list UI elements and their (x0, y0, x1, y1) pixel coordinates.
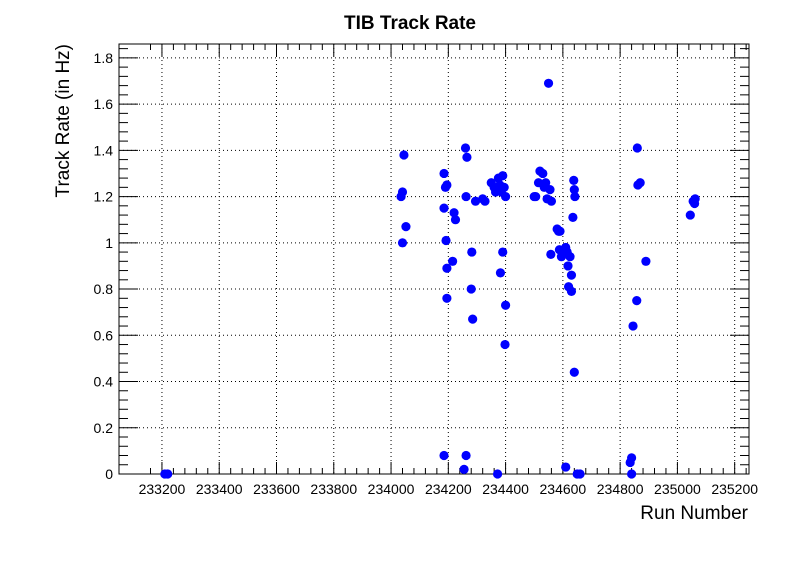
data-point (466, 284, 476, 294)
data-point (543, 78, 554, 88)
data-point (538, 168, 548, 179)
x-tick-label: 234400 (482, 481, 529, 497)
y-tick-label: 1.2 (94, 189, 114, 205)
x-tick-label: 234800 (597, 481, 644, 497)
x-tick-label: 233600 (253, 481, 300, 497)
data-point (442, 293, 452, 303)
y-tick-label: 0 (105, 466, 113, 482)
data-point (401, 222, 411, 232)
y-tick-label: 1 (105, 235, 113, 251)
data-point (569, 367, 579, 377)
y-axis-title: Track Rate (in Hz) (53, 44, 74, 197)
y-tick-labels: 0 0.2 0.4 0.6 0.8 1 1.2 1.4 1.6 1.8 (94, 50, 114, 482)
data-point (628, 321, 638, 331)
y-tick-label: 1.8 (94, 50, 114, 66)
y-tick-label: 0.2 (94, 420, 114, 436)
data-point (566, 286, 577, 296)
y-tick-label: 1.4 (94, 142, 114, 158)
data-point (439, 203, 449, 213)
data-point (500, 300, 511, 310)
data-point (470, 196, 481, 206)
data-point (632, 296, 642, 306)
x-tick-label: 233400 (196, 481, 243, 497)
data-point (397, 187, 408, 197)
chart-title: TIB Track Rate (344, 13, 476, 34)
data-point (495, 268, 506, 278)
data-point (461, 450, 471, 461)
y-tick-label: 0.8 (94, 281, 114, 297)
data-point (163, 469, 173, 479)
data-point (569, 175, 579, 185)
y-tick-label: 0.6 (94, 327, 114, 343)
data-point (450, 215, 461, 225)
data-point (498, 247, 508, 257)
data-point (467, 247, 477, 257)
data-point (462, 152, 472, 162)
data-points (160, 78, 700, 479)
y-tick-label: 0.4 (94, 374, 114, 390)
x-tick-label: 234600 (540, 481, 587, 497)
data-point (500, 191, 511, 202)
data-point (546, 249, 556, 259)
x-tick-label: 235000 (654, 481, 701, 497)
x-tick-label: 233200 (139, 481, 186, 497)
data-point (635, 178, 645, 188)
data-point (500, 339, 510, 350)
x-tick-label: 234200 (425, 481, 472, 497)
data-point (460, 143, 471, 153)
plot-frame (118, 43, 750, 475)
data-point (439, 450, 449, 461)
data-point (569, 185, 579, 195)
x-tick-label: 233800 (310, 481, 357, 497)
grid-lines (119, 44, 749, 474)
data-point (499, 182, 509, 192)
data-point (632, 143, 642, 153)
data-point (568, 212, 578, 222)
data-point (541, 178, 551, 188)
y-tick-label: 1.6 (94, 96, 114, 112)
data-point (561, 462, 571, 472)
x-tick-label: 235200 (711, 481, 758, 497)
data-point (461, 191, 471, 202)
data-point (480, 196, 490, 206)
data-point (459, 464, 469, 474)
data-point (546, 196, 557, 206)
data-point (531, 191, 541, 202)
data-point (442, 263, 452, 273)
data-point (626, 453, 637, 463)
data-point (626, 469, 637, 479)
data-point (449, 208, 459, 218)
data-point (563, 261, 573, 271)
data-point (397, 238, 408, 248)
data-point (565, 252, 575, 262)
data-point (685, 210, 695, 220)
data-point (492, 469, 503, 479)
data-point (545, 185, 555, 195)
data-point (555, 226, 565, 236)
data-point (439, 168, 449, 179)
axis-ticks (119, 44, 749, 475)
data-point (566, 270, 577, 280)
data-point (468, 314, 478, 324)
data-point (690, 194, 700, 204)
data-point (575, 469, 585, 479)
data-point (442, 180, 452, 190)
x-tick-labels: 233200 233400 233600 233800 234000 234200 2344… (139, 481, 759, 497)
data-point (441, 235, 451, 246)
x-axis-title: Run Number (640, 503, 748, 524)
data-point (448, 256, 458, 266)
data-point (641, 256, 651, 266)
data-point (570, 191, 580, 202)
data-point (399, 150, 409, 160)
x-tick-label: 234000 (368, 481, 415, 497)
data-point (498, 171, 508, 181)
